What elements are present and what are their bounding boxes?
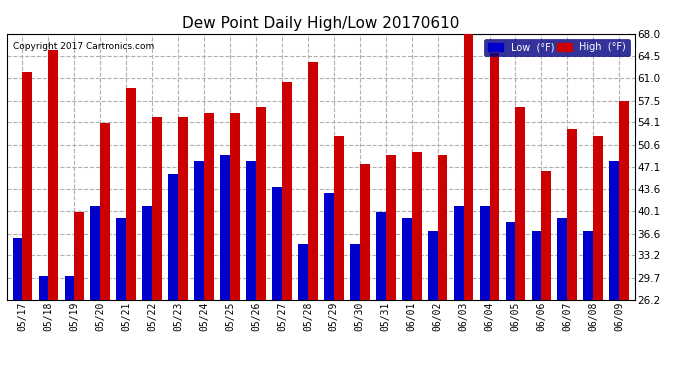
Bar — [531, 231, 542, 300]
Bar — [117, 219, 126, 300]
Bar — [90, 206, 100, 300]
Bar — [142, 206, 152, 300]
Bar — [593, 136, 603, 300]
Bar — [39, 276, 48, 300]
Bar — [428, 231, 437, 300]
Bar — [308, 62, 317, 300]
Bar — [506, 222, 515, 300]
Bar — [609, 161, 619, 300]
Bar — [402, 219, 412, 300]
Bar — [454, 206, 464, 300]
Bar — [480, 206, 489, 300]
Bar — [489, 53, 500, 300]
Bar — [515, 107, 525, 300]
Bar — [584, 231, 593, 300]
Bar — [194, 161, 204, 300]
Bar — [100, 123, 110, 300]
Bar — [437, 155, 448, 300]
Bar — [178, 117, 188, 300]
Bar — [542, 171, 551, 300]
Bar — [282, 81, 292, 300]
Bar — [256, 107, 266, 300]
Bar — [75, 212, 84, 300]
Bar — [464, 34, 473, 300]
Bar — [126, 88, 136, 300]
Title: Dew Point Daily High/Low 20170610: Dew Point Daily High/Low 20170610 — [182, 16, 460, 31]
Bar — [220, 155, 230, 300]
Bar — [324, 193, 334, 300]
Bar — [272, 187, 282, 300]
Bar — [230, 113, 240, 300]
Bar — [412, 152, 422, 300]
Bar — [168, 174, 178, 300]
Bar — [619, 100, 629, 300]
Bar — [204, 113, 214, 300]
Bar — [246, 161, 256, 300]
Bar — [558, 219, 567, 300]
Bar — [386, 155, 395, 300]
Bar — [350, 244, 359, 300]
Bar — [64, 276, 75, 300]
Bar — [23, 72, 32, 300]
Bar — [298, 244, 308, 300]
Bar — [334, 136, 344, 300]
Text: Copyright 2017 Cartronics.com: Copyright 2017 Cartronics.com — [13, 42, 155, 51]
Bar — [152, 117, 162, 300]
Bar — [48, 50, 58, 300]
Legend: Low  (°F), High  (°F): Low (°F), High (°F) — [484, 39, 630, 56]
Bar — [12, 238, 23, 300]
Bar — [376, 212, 386, 300]
Bar — [359, 164, 370, 300]
Bar — [567, 129, 578, 300]
